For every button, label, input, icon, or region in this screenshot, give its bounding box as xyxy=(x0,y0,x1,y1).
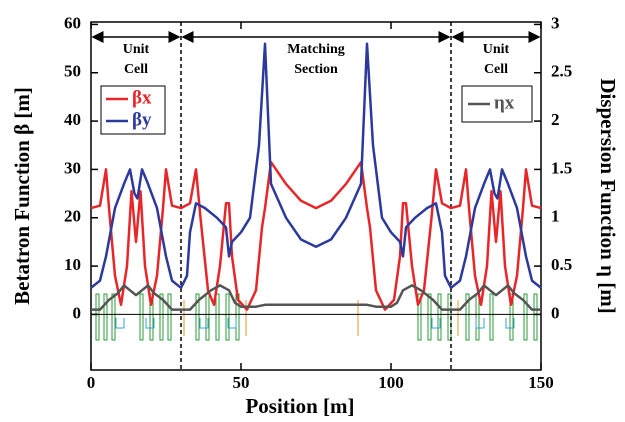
y-tick-label: 60 xyxy=(64,13,81,32)
legend-label: ηx xyxy=(494,92,515,113)
y-tick-label: 10 xyxy=(64,255,81,274)
region-label: Section xyxy=(294,62,338,77)
y-tick-label: 50 xyxy=(64,62,81,81)
region-label: Matching xyxy=(287,42,345,57)
y-tick-label: 0 xyxy=(73,303,82,322)
y-tick-label: 20 xyxy=(64,207,81,226)
y2-tick-label: 1 xyxy=(551,207,560,226)
y2-tick-label: 0 xyxy=(551,303,560,322)
x-tick-label: 0 xyxy=(87,373,96,392)
y2-axis-label: Dispersion Function η [m] xyxy=(596,78,620,313)
legend-box xyxy=(100,85,166,135)
region-label: Cell xyxy=(124,62,148,77)
lattice xyxy=(95,293,538,341)
y2-tick-label: 3 xyxy=(551,13,560,32)
y2-tick-label: 1.5 xyxy=(551,158,572,177)
plot-frame xyxy=(90,21,542,371)
region-label: Unit xyxy=(123,42,150,57)
y2-tick-label: 0.5 xyxy=(551,255,572,274)
series-line xyxy=(90,42,542,290)
region-label: Cell xyxy=(484,62,508,77)
y2-tick-label: 2 xyxy=(551,110,560,129)
x-tick-label: 150 xyxy=(528,373,554,392)
y-tick-label: 30 xyxy=(64,158,81,177)
x-tick-label: 50 xyxy=(233,373,250,392)
legend-label: βx xyxy=(132,87,152,108)
region-label: Unit xyxy=(483,42,510,57)
y-tick-label: 40 xyxy=(64,110,81,129)
legend-label: βy xyxy=(132,109,152,130)
y2-tick-label: 2.5 xyxy=(551,62,572,81)
x-axis-label: Position [m] xyxy=(245,394,354,418)
y-axis-label: Betatron Function β [m] xyxy=(10,87,34,305)
x-tick-label: 100 xyxy=(378,373,404,392)
series-line xyxy=(90,160,542,311)
series-line xyxy=(91,284,541,311)
